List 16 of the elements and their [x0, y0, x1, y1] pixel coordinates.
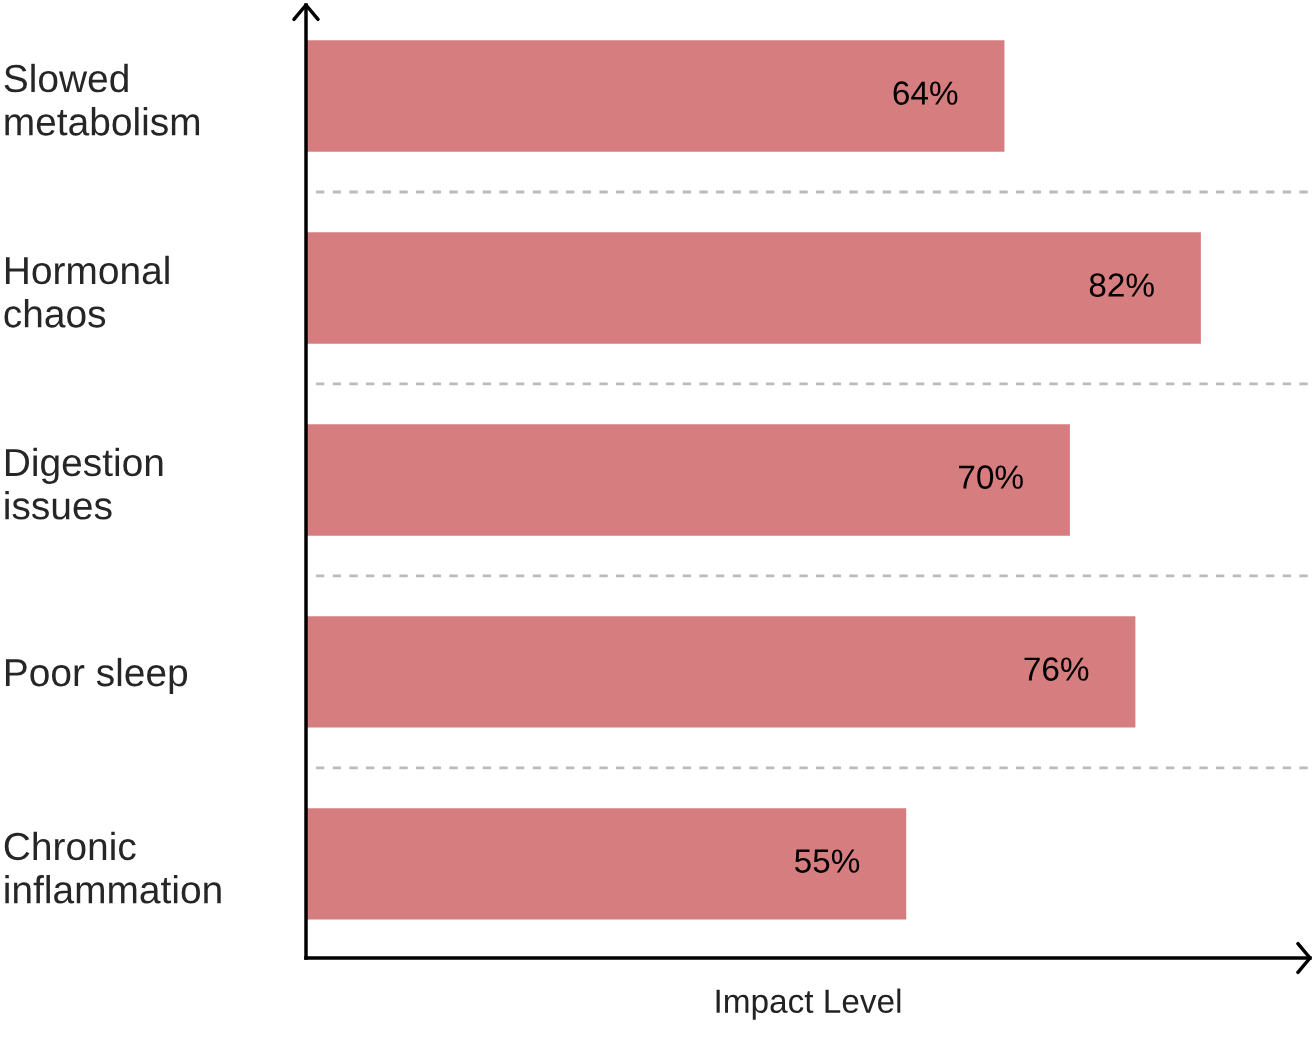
- data-label: 70%: [959, 465, 1023, 489]
- data-label: 64%: [893, 81, 958, 105]
- y-tick-label: Chronic inflammation: [4, 831, 221, 904]
- y-tick-label: Digestion issues: [5, 447, 163, 520]
- y-tick-label: Slowed metabolism: [4, 63, 200, 136]
- x-axis-title: Impact Level: [716, 988, 901, 1020]
- data-label: 76%: [1024, 657, 1089, 681]
- bar: [306, 808, 907, 920]
- bar: [306, 232, 1201, 344]
- data-label: 82%: [1089, 273, 1154, 297]
- bar: [306, 40, 1005, 152]
- data-label: 55%: [795, 849, 860, 873]
- y-tick-label: Poor sleep: [5, 657, 188, 695]
- y-tick-label: Hormonal chaos: [4, 255, 169, 328]
- bar: [306, 616, 1136, 728]
- bar: [306, 424, 1070, 536]
